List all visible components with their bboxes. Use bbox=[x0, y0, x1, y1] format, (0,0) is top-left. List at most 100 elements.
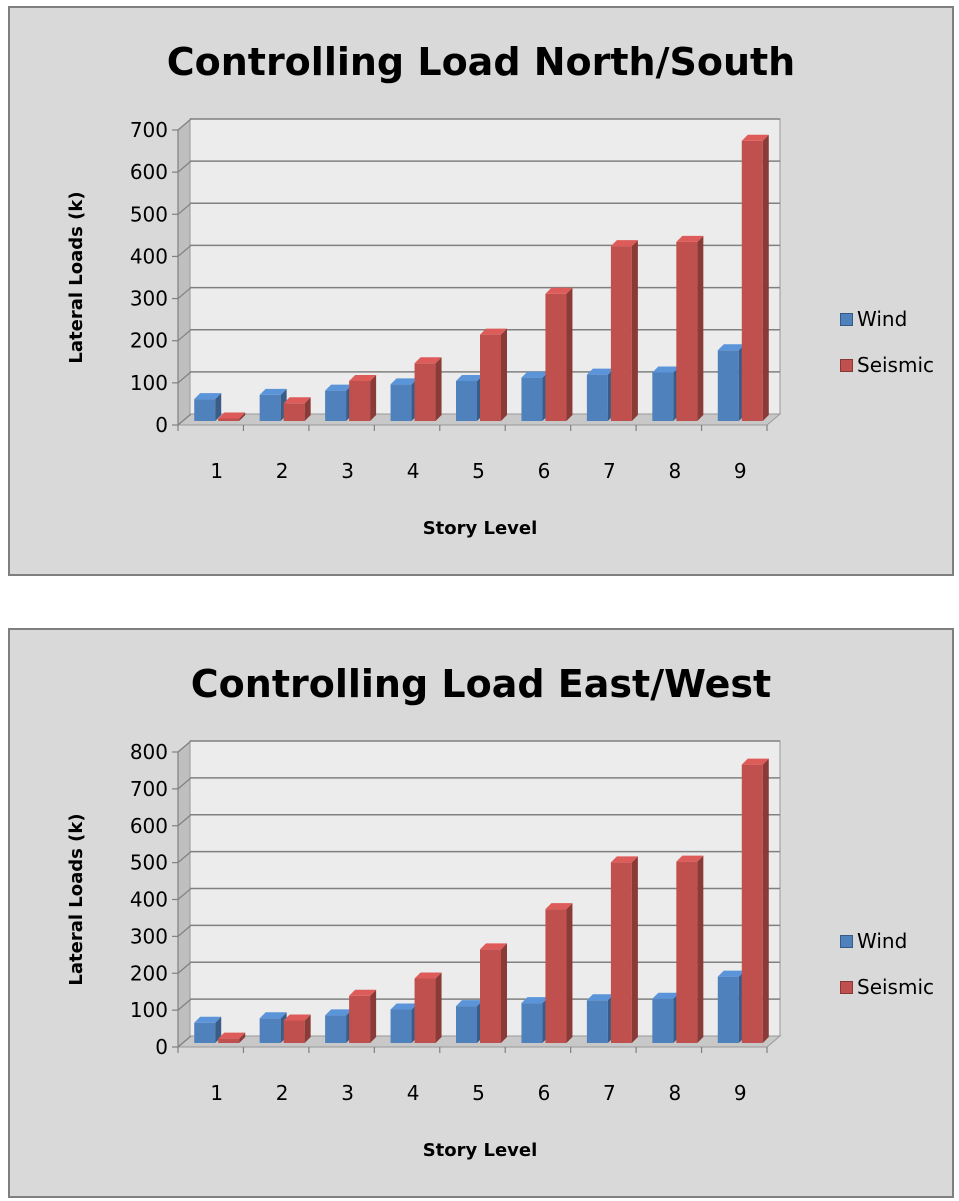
gridline-side bbox=[177, 851, 192, 864]
chart-title: Controlling Load East/West bbox=[190, 662, 772, 706]
x-tick-label: 3 bbox=[341, 1081, 354, 1105]
gridline-side bbox=[177, 160, 192, 173]
x-tick-label: 2 bbox=[276, 459, 289, 483]
gridline-side bbox=[177, 740, 192, 753]
bar-wind-6 bbox=[521, 371, 549, 421]
x-tick-label: 2 bbox=[276, 1081, 289, 1105]
y-tick-label: 500 bbox=[130, 202, 168, 226]
y-tick-label: 200 bbox=[130, 961, 168, 985]
x-tick-label: 1 bbox=[210, 459, 223, 483]
x-tick-label: 9 bbox=[734, 459, 747, 483]
gridline-side bbox=[177, 777, 192, 790]
legend-label: Seismic bbox=[857, 975, 935, 999]
bar-seismic-3 bbox=[349, 374, 377, 421]
bar-seismic-4 bbox=[414, 357, 442, 421]
y-tick-label: 300 bbox=[130, 287, 168, 311]
legend-swatch-seismic bbox=[840, 358, 853, 372]
y-axis-title: Lateral Loads (k) bbox=[66, 191, 87, 363]
y-tick-label: 400 bbox=[130, 244, 168, 268]
legend-item-seismic: Seismic bbox=[840, 964, 934, 1010]
bar-seismic-7 bbox=[610, 240, 638, 421]
bar-seismic-1 bbox=[218, 412, 246, 421]
bar-wind-7 bbox=[586, 994, 614, 1043]
chart-plot: 0 100 200 300 400 500 600 700 800 1 2 3 4 5 6 7 8 9 Story … bbox=[66, 739, 782, 1161]
bar-seismic-5 bbox=[480, 328, 507, 421]
legend-label: Seismic bbox=[857, 353, 935, 377]
legend-swatch-wind bbox=[840, 312, 853, 326]
bar-seismic-5 bbox=[480, 943, 507, 1043]
bar-wind-4 bbox=[390, 378, 418, 421]
gridline-side bbox=[177, 287, 192, 300]
y-tick-label: 600 bbox=[130, 814, 168, 838]
bar-wind-3 bbox=[325, 384, 353, 421]
bar-seismic-4 bbox=[414, 972, 442, 1043]
legend-label: Wind bbox=[857, 929, 908, 953]
bar-wind-2 bbox=[259, 388, 287, 421]
x-tick-label: 4 bbox=[407, 459, 420, 483]
gridline-side bbox=[177, 244, 192, 257]
bar-seismic-2 bbox=[283, 1014, 311, 1043]
x-tick-label: 5 bbox=[472, 459, 485, 483]
bar-seismic-2 bbox=[283, 397, 311, 421]
legend-swatch-seismic bbox=[840, 980, 853, 994]
x-tick-label: 3 bbox=[341, 459, 354, 483]
x-axis-title: Story Level bbox=[423, 1140, 538, 1161]
bar-seismic-6 bbox=[545, 287, 573, 421]
bar-seismic-8 bbox=[676, 855, 704, 1043]
x-tick-label: 7 bbox=[603, 459, 616, 483]
y-tick-label: 500 bbox=[130, 851, 168, 875]
y-tick-label: 200 bbox=[130, 329, 168, 353]
bar-wind-5 bbox=[456, 374, 483, 421]
bar-wind-1 bbox=[194, 1016, 222, 1043]
bar-seismic-7 bbox=[610, 856, 638, 1043]
bar-wind-8 bbox=[652, 992, 680, 1043]
gridline-side bbox=[177, 1035, 192, 1048]
x-tick-label: 4 bbox=[407, 1081, 420, 1105]
chart-east-west: Controlling Load East/West 0 100 200 300 400… bbox=[8, 628, 954, 1198]
gridline-side bbox=[177, 924, 192, 937]
legend-item-wind: Wind bbox=[840, 296, 934, 342]
x-tick-label: 8 bbox=[668, 1081, 681, 1105]
bar-seismic-8 bbox=[676, 235, 704, 421]
bar-seismic-9 bbox=[741, 758, 769, 1043]
bar-seismic-6 bbox=[545, 903, 573, 1043]
legend-swatch-wind bbox=[840, 934, 853, 948]
chart-north-south: Controlling Load North/South 0 100 200 300 4… bbox=[8, 6, 954, 576]
y-tick-label: 700 bbox=[130, 118, 168, 142]
y-tick-label: 800 bbox=[130, 740, 168, 764]
gridline-side bbox=[177, 814, 192, 827]
side-wall bbox=[177, 117, 192, 427]
chart-legend: Wind Seismic bbox=[840, 296, 934, 388]
gridline-side bbox=[177, 413, 192, 426]
bar-wind-5 bbox=[456, 1000, 483, 1043]
bar-wind-4 bbox=[390, 1003, 418, 1043]
legend-item-wind: Wind bbox=[840, 918, 934, 964]
bar-seismic-3 bbox=[349, 989, 377, 1043]
chart-legend: Wind Seismic bbox=[840, 918, 934, 1010]
y-tick-label: 600 bbox=[130, 160, 168, 184]
y-tick-label: 100 bbox=[130, 998, 168, 1022]
bar-wind-7 bbox=[586, 368, 614, 421]
y-tick-label: 400 bbox=[130, 888, 168, 912]
x-axis-title: Story Level bbox=[423, 518, 538, 539]
y-tick-label: 0 bbox=[155, 1035, 168, 1059]
bar-wind-6 bbox=[521, 997, 549, 1043]
x-tick-label: 1 bbox=[210, 1081, 223, 1105]
bar-wind-2 bbox=[259, 1012, 287, 1043]
bar-wind-9 bbox=[717, 970, 745, 1043]
chart-plot: 0 100 200 300 400 500 600 700 1 2 3 4 5 6 7 8 9 Story Lev… bbox=[66, 117, 782, 539]
gridline-side bbox=[177, 888, 192, 900]
x-tick-label: 5 bbox=[472, 1081, 485, 1105]
bar-wind-8 bbox=[652, 366, 680, 421]
y-tick-label: 300 bbox=[130, 924, 168, 948]
x-tick-label: 7 bbox=[603, 1081, 616, 1105]
legend-label: Wind bbox=[857, 307, 908, 331]
bar-wind-1 bbox=[194, 393, 222, 421]
gridline-side bbox=[177, 329, 192, 342]
x-tick-label: 8 bbox=[668, 459, 681, 483]
gridline-side bbox=[177, 202, 192, 215]
x-tick-label: 9 bbox=[734, 1081, 747, 1105]
gridline-side bbox=[177, 998, 192, 1011]
bar-seismic-1 bbox=[218, 1032, 246, 1043]
y-axis-title: Lateral Loads (k) bbox=[66, 813, 87, 985]
